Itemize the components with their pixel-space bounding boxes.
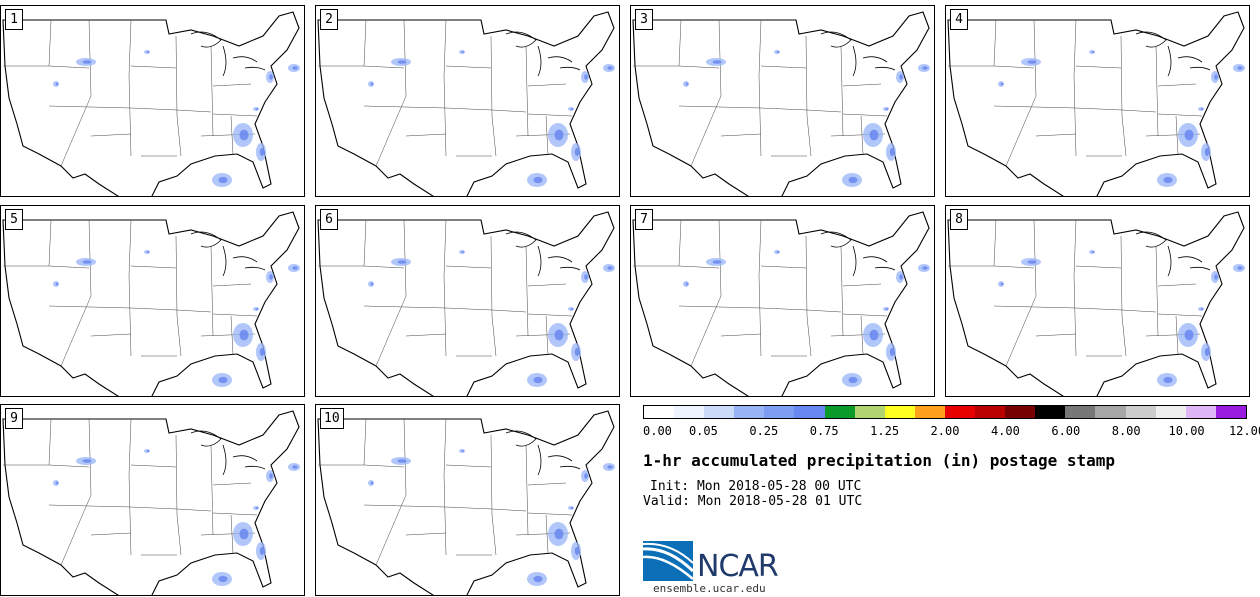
colorbar-swatch	[1065, 406, 1096, 418]
colorbar-swatch	[1005, 406, 1036, 418]
panel-member-label: 8	[950, 209, 968, 230]
postage-stamp-panel: 1	[0, 5, 305, 197]
colorbar-swatch	[884, 406, 915, 418]
colorbar-swatch	[975, 406, 1006, 418]
postage-stamp-panel: 7	[630, 205, 935, 397]
colorbar-tick-label: 6.00	[1051, 424, 1081, 438]
colorbar-tick-label: 2.00	[930, 424, 960, 438]
colorbar-swatch	[824, 406, 855, 418]
colorbar-tick-label: 0.75	[809, 424, 839, 438]
colorbar-swatch	[1095, 406, 1126, 418]
precip-map	[632, 11, 930, 196]
colorbar-tick-label: 8.00	[1111, 424, 1141, 438]
colorbar-tick-label: 0.25	[749, 424, 779, 438]
postage-stamp-panel: 5	[0, 205, 305, 397]
colorbar-swatch	[674, 406, 705, 418]
valid-time: Valid: Mon 2018-05-28 01 UTC	[643, 494, 863, 509]
panel-member-label: 5	[5, 209, 23, 230]
panel-member-label: 9	[5, 408, 23, 429]
precip-map	[317, 211, 615, 396]
panel-member-label: 4	[950, 9, 968, 30]
panel-member-label: 10	[320, 408, 344, 429]
colorbar-swatch	[704, 406, 735, 418]
panel-member-label: 2	[320, 9, 338, 30]
colorbar-tick-label: 12.00	[1228, 424, 1260, 438]
postage-stamp-panel: 8	[945, 205, 1250, 397]
chart-title: 1-hr accumulated precipitation (in) post…	[643, 451, 1116, 470]
precip-map	[632, 211, 930, 396]
colorbar-swatch	[1215, 406, 1246, 418]
colorbar-swatch	[764, 406, 795, 418]
colorbar-swatch	[1035, 406, 1066, 418]
colorbar-tick-label: 4.00	[990, 424, 1020, 438]
precip-map	[2, 410, 300, 595]
postage-stamp-panel: 4	[945, 5, 1250, 197]
panel-member-label: 3	[635, 9, 653, 30]
ncar-logo-icon	[643, 541, 695, 581]
colorbar-swatch	[854, 406, 885, 418]
precip-map	[317, 11, 615, 196]
colorbar-swatch	[944, 406, 976, 418]
postage-stamp-panel: 3	[630, 5, 935, 197]
colorbar-swatch	[1155, 406, 1186, 418]
precip-map	[947, 211, 1245, 396]
colorbar-swatch	[1125, 406, 1156, 418]
precip-map	[947, 11, 1245, 196]
postage-stamp-panel: 9	[0, 404, 305, 596]
panel-member-label: 7	[635, 209, 653, 230]
postage-stamp-panel: 2	[315, 5, 620, 197]
precip-map	[2, 211, 300, 396]
colorbar-swatch	[1185, 406, 1216, 418]
colorbar-swatch	[734, 406, 765, 418]
postage-stamp-panel: 10	[315, 404, 620, 596]
precip-map	[2, 11, 300, 196]
postage-stamp-panel: 6	[315, 205, 620, 397]
colorbar-tick-label: 0.00	[643, 424, 672, 438]
logo-site-url: ensemble.ucar.edu	[653, 582, 766, 595]
precip-map	[317, 410, 615, 595]
logo-org-name: NCAR	[697, 549, 779, 584]
colorbar-tick-label: 10.00	[1168, 424, 1205, 438]
colorbar-tick-label: 0.05	[688, 424, 718, 438]
colorbar-swatch	[794, 406, 825, 418]
precip-colorbar	[643, 405, 1247, 419]
colorbar-swatch	[914, 406, 945, 418]
panel-member-label: 1	[5, 9, 23, 30]
colorbar-swatch	[644, 406, 675, 418]
init-time: Init: Mon 2018-05-28 00 UTC	[650, 479, 862, 494]
panel-member-label: 6	[320, 209, 338, 230]
colorbar-tick-label: 1.25	[870, 424, 900, 438]
